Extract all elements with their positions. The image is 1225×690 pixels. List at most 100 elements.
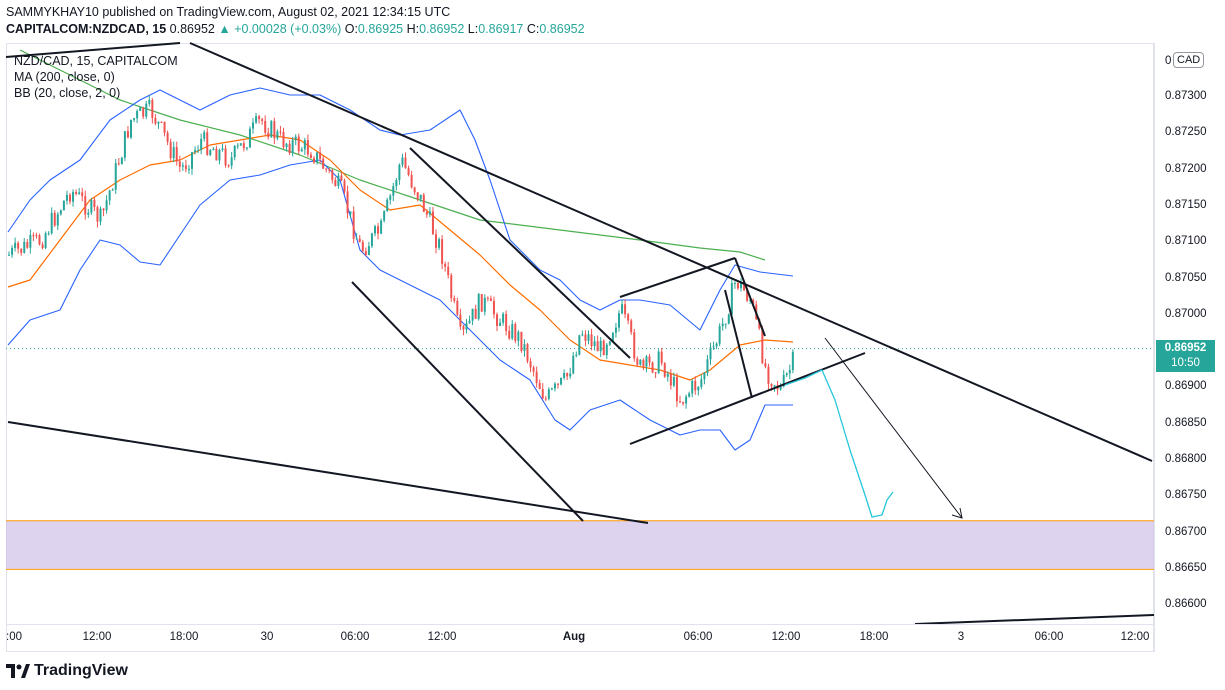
candle-body (200, 138, 203, 150)
bb-upper-band (7, 87, 794, 331)
candle-body (346, 191, 349, 214)
candle-body (322, 158, 325, 169)
candle-body (389, 195, 392, 200)
candle-body (374, 226, 376, 234)
candle-body (239, 143, 242, 146)
candle-body (791, 351, 794, 370)
candle-body (435, 234, 437, 248)
candle-body (47, 233, 50, 235)
candle-body (90, 199, 93, 213)
chart-pane[interactable] (6, 43, 1154, 652)
candle-body (733, 283, 736, 285)
channel-line-lower (351, 281, 584, 522)
candle-body (50, 212, 53, 234)
candle-body (35, 235, 38, 237)
candle-body (736, 283, 739, 289)
candle-body (136, 111, 139, 119)
candle-body (560, 377, 563, 385)
candle-body (471, 308, 474, 321)
candle-body (569, 373, 572, 377)
candle-body (608, 341, 611, 345)
candle-body (218, 149, 221, 161)
candle-body (279, 131, 282, 133)
candle-body (401, 157, 404, 165)
candle-body (614, 327, 617, 333)
candle-body (14, 242, 17, 248)
candle-body (602, 340, 605, 356)
candle-body (486, 297, 489, 299)
time-tick-label: 12:00 (82, 631, 112, 643)
support-zone-layer (6, 520, 1154, 570)
descending-trendline-main (189, 42, 1153, 462)
candle-body (20, 248, 23, 253)
candle-body (319, 152, 322, 159)
candle-body (441, 239, 444, 264)
candle-body (148, 100, 151, 104)
candle-body (502, 313, 505, 323)
brand-name: TradingView (34, 662, 128, 679)
candle-body (309, 154, 312, 158)
time-tick-label: 30 (260, 631, 274, 643)
candle-body (425, 211, 428, 215)
candle-body (694, 380, 697, 391)
trendline-top-left (5, 42, 181, 58)
open-value: 0.86925 (357, 22, 404, 36)
candle-body (688, 393, 691, 397)
open-label: O: (344, 22, 358, 36)
candle-body (62, 200, 65, 211)
candle-body (639, 359, 642, 365)
tradingview-logo[interactable]: TradingView (6, 662, 128, 680)
time-tick-label: 18:00 (859, 631, 889, 643)
candle-body (761, 328, 764, 364)
legend-ma[interactable]: MA (200, close, 0) (14, 70, 115, 84)
legend-bb[interactable]: BB (20, close, 2, 0) (14, 86, 121, 100)
candle-body (505, 313, 508, 331)
candle-body (370, 233, 373, 247)
price-tick-label: 0.87100 (1165, 235, 1207, 248)
candle-body (410, 175, 413, 188)
candle-body (566, 372, 569, 377)
candle-body (93, 199, 96, 208)
symbol-label: CAPITALCOM:NZDCAD, 15 (6, 22, 167, 36)
candle-body (523, 344, 526, 351)
candle-body (87, 212, 90, 215)
candle-body (724, 323, 727, 325)
candle-body (352, 211, 355, 239)
close-label: C: (526, 22, 540, 36)
candle-body (175, 147, 178, 162)
candle-body (139, 107, 142, 112)
candle-body (303, 140, 306, 150)
price-tick-label: 0.86900 (1165, 380, 1207, 393)
candle-body (682, 401, 685, 404)
candle-body (133, 118, 136, 120)
candle-body (697, 386, 700, 391)
forecast-path (784, 369, 894, 518)
candle-body (422, 194, 425, 212)
channel-line-upper (409, 147, 631, 359)
candle-body (392, 186, 395, 196)
currency-badge[interactable]: CAD (1173, 52, 1205, 68)
candle-body (572, 355, 575, 374)
candle-body (468, 320, 471, 324)
candle-body (773, 385, 776, 387)
tradingview-icon (6, 664, 30, 678)
legend-title[interactable]: NZD/CAD, 15, CAPITALCOM (14, 54, 178, 68)
last-price: 0.86952 (169, 22, 215, 36)
candle-body (395, 180, 398, 187)
candle-body (779, 386, 782, 390)
candle-body (517, 331, 520, 341)
price-tick-label: 0.86850 (1165, 416, 1207, 429)
candle-body (636, 358, 639, 365)
candle-body (364, 251, 367, 256)
candle-body (11, 247, 14, 255)
price-tick-label: 0.86600 (1165, 598, 1207, 611)
support-line-bottom-right (914, 614, 1155, 625)
candle-body (618, 313, 620, 328)
close-value: 0.86952 (539, 22, 585, 36)
candle-body (578, 335, 581, 355)
candle-body (343, 180, 346, 192)
candle-body (712, 346, 715, 348)
candle-body (215, 148, 218, 161)
publisher-line: SAMMYKHAY10 published on TradingView.com… (6, 5, 451, 19)
